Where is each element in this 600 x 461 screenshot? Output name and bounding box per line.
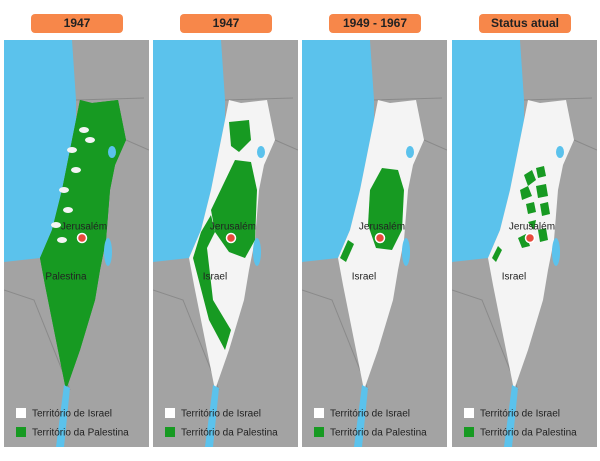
palestinian-territory [528, 220, 536, 230]
header-badge [31, 14, 123, 33]
palestinian-territory [340, 240, 354, 262]
border [302, 97, 447, 391]
palestinian-territory [536, 166, 546, 178]
palestinian-territory [536, 184, 548, 198]
israeli-area [57, 237, 67, 243]
city-label: Jerusalém [359, 222, 405, 233]
legend-label: Território de Israel [181, 409, 261, 420]
sea [302, 40, 374, 262]
map-panel: Status atual Jerusalém Israel Território de… [452, 14, 597, 447]
legend-label: Território da Palestina [32, 428, 129, 439]
gulf [56, 385, 70, 447]
palestinian-territory [40, 100, 126, 390]
header-badge [329, 14, 421, 33]
map-area [302, 40, 447, 447]
legend-label: Território de Israel [330, 409, 410, 420]
map-panel: 1947 Jerusalém Palestina Território de Isra… [4, 14, 149, 447]
region-label: Palestina [45, 272, 87, 283]
dead-sea [253, 238, 261, 266]
map-panel: 1949 - 1967 Jerusalém Israel Território de … [302, 14, 447, 447]
palestinian-territory [520, 186, 532, 200]
country [488, 100, 574, 390]
israeli-area [85, 137, 95, 143]
legend-swatch [16, 427, 26, 437]
legend-swatch [464, 408, 474, 418]
border [452, 97, 597, 391]
israeli-area [51, 222, 61, 228]
palestinian-territory [368, 168, 404, 250]
sea [153, 40, 225, 262]
city-label: Jerusalém [210, 222, 256, 233]
gulf [205, 385, 219, 447]
legend-swatch [16, 408, 26, 418]
sea [452, 40, 524, 262]
region-label: Israel [203, 272, 227, 283]
legend-swatch [314, 408, 324, 418]
jerusalem-pin [524, 232, 536, 244]
map-area [4, 40, 149, 447]
panel-header: 1947 [213, 16, 240, 30]
lake [108, 146, 116, 158]
panel-header: Status atual [491, 16, 559, 30]
jerusalem-pin [225, 232, 237, 244]
legend-swatch [464, 427, 474, 437]
map-area [452, 40, 597, 447]
border [153, 97, 298, 391]
border [4, 97, 149, 391]
map-area [153, 40, 298, 447]
sea [4, 40, 76, 262]
region-label: Israel [502, 272, 526, 283]
map-panel: 1947 Jerusalém Israel Território de Israel T… [153, 14, 298, 447]
legend-label: Território da Palestina [330, 428, 427, 439]
palestinian-territory [526, 202, 536, 214]
panel-header: 1947 [64, 16, 91, 30]
palestinian-territory [193, 215, 231, 350]
dead-sea [552, 238, 560, 266]
dead-sea [402, 238, 410, 266]
city-label: Jerusalém [509, 222, 555, 233]
jerusalem-pin [374, 232, 386, 244]
jerusalem-pin [76, 232, 88, 244]
legend-label: Território da Palestina [181, 428, 278, 439]
region-label: Israel [352, 272, 376, 283]
city-label: Jerusalém [61, 222, 107, 233]
legend-swatch [165, 427, 175, 437]
palestinian-territory [211, 160, 257, 258]
palestinian-territory [492, 246, 502, 262]
dead-sea [104, 238, 112, 266]
palestinian-territory [538, 228, 548, 242]
legend-swatch [314, 427, 324, 437]
header-badge [180, 14, 272, 33]
israeli-area [79, 127, 89, 133]
israeli-area [71, 167, 81, 173]
legend-label: Território de Israel [480, 409, 560, 420]
lake [406, 146, 414, 158]
palestinian-territory [229, 120, 251, 152]
israeli-area [63, 207, 73, 213]
header-badge [479, 14, 571, 33]
lake [556, 146, 564, 158]
lake [257, 146, 265, 158]
legend-label: Território da Palestina [480, 428, 577, 439]
israeli-area [59, 187, 69, 193]
palestinian-territory [540, 202, 550, 216]
palestinian-territory [524, 170, 536, 186]
gulf [354, 385, 368, 447]
legend-label: Território de Israel [32, 409, 112, 420]
israeli-area [67, 147, 77, 153]
legend-swatch [165, 408, 175, 418]
panel-header: 1949 - 1967 [343, 16, 407, 30]
gulf [504, 385, 518, 447]
